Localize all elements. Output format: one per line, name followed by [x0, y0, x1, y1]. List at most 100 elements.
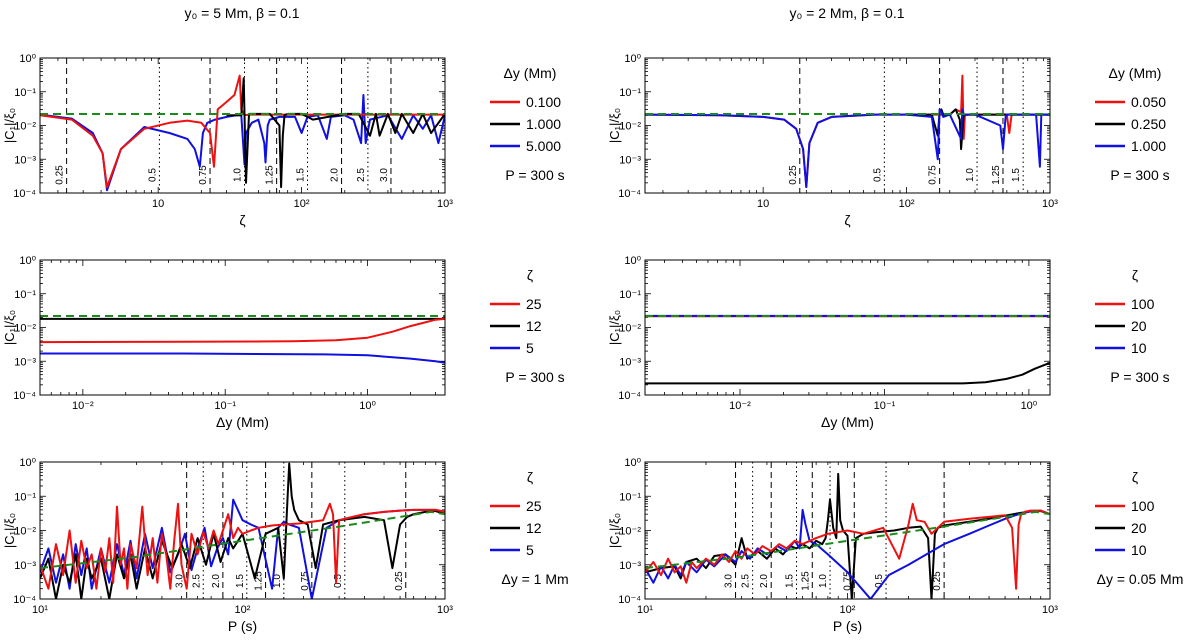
resonance-label: 1.5	[785, 574, 796, 588]
resonance-label: 1.5	[296, 168, 307, 182]
panel-right_bottom: 10⁻⁴ 10⁻³ 10⁻² 10⁻¹ 10⁰ 10¹ 10² 10³ P (s) |C₁|/ξ₀…	[607, 457, 1183, 634]
resonance-label: 1.5	[235, 574, 246, 588]
resonance-label: 0.25	[932, 571, 943, 591]
legend-entry-label: 1.000	[1131, 138, 1166, 154]
legend-note: P = 300 s	[1110, 369, 1169, 385]
legend-entry-label: 10	[1131, 542, 1147, 558]
resonance-label: 1.0	[965, 168, 976, 182]
series-blue-5.000	[40, 94, 445, 192]
y-tick-label: 10⁻⁴	[618, 188, 641, 200]
legend-entry-label: 20	[1131, 520, 1147, 536]
y-tick-label: 10⁻²	[619, 323, 641, 335]
y-axis-label: |C₁|/ξ₀	[607, 108, 622, 143]
resonance-label: 2.5	[741, 574, 752, 588]
y-tick-label: 10⁻¹	[14, 87, 36, 99]
resonance-label: 0.5	[147, 168, 158, 182]
y-tick-label: 10⁻¹	[14, 289, 36, 301]
resonance-label: 0.75	[198, 165, 209, 185]
resonance-label: 0.25	[394, 571, 405, 591]
resonance-label: 3.0	[175, 574, 186, 588]
y-tick-label: 10⁰	[624, 457, 641, 469]
series-red-25	[40, 502, 445, 590]
x-axis-label: ζ	[844, 212, 850, 228]
y-tick-label: 10⁻³	[14, 154, 36, 166]
plot-frame	[39, 57, 446, 194]
y-tick-label: 10⁻³	[14, 356, 36, 368]
right-column-title: y₀ = 2 Mm, β = 0.1	[789, 5, 904, 21]
series-red-25	[40, 317, 445, 344]
legend: ζ 25 12 5 P = 300 s	[490, 267, 565, 385]
legend: ζ 100 20 10 Δy = 0.05 Mm	[1095, 469, 1183, 587]
resonance-label: 0.75	[842, 571, 853, 591]
y-tick-label: 10⁻⁴	[13, 390, 36, 402]
y-axis-label: |C₁|/ξ₀	[607, 310, 622, 345]
y-tick-label: 10⁰	[19, 255, 36, 267]
legend-entry-label: 20	[1131, 318, 1147, 334]
legend-entry-label: 25	[526, 498, 542, 514]
resonance-label: 0.5	[333, 574, 344, 588]
series-red-100	[645, 502, 1050, 590]
y-tick-label: 10⁰	[19, 457, 36, 469]
x-tick-label: 10¹	[32, 604, 48, 616]
series-black-1.000	[226, 77, 445, 189]
legend-entry-label: 5	[526, 542, 534, 558]
x-tick-label: 10⁻²	[729, 400, 751, 412]
y-tick-label: 10⁻²	[14, 526, 36, 538]
x-tick-label: 10⁻¹	[214, 400, 236, 412]
y-tick-label: 10⁻¹	[619, 289, 641, 301]
y-tick-label: 10⁻²	[14, 323, 36, 335]
panel-left_mid: 10⁻⁴ 10⁻³ 10⁻² 10⁻¹ 10⁰ 10⁻² 10⁻¹ 10⁰ Δy (Mm) |C₁…	[2, 255, 565, 430]
legend-note: P = 300 s	[1110, 167, 1169, 183]
legend-note: P = 300 s	[505, 369, 564, 385]
legend-entry-label: 10	[1131, 340, 1147, 356]
resonance-label: 0.5	[872, 168, 883, 182]
x-tick-label: 10²	[235, 604, 251, 616]
series-blue-5	[40, 352, 445, 364]
resonance-label: 0.75	[928, 165, 939, 185]
resonance-label: 1.25	[265, 165, 276, 185]
resonance-label: 0.25	[788, 165, 799, 185]
resonance-label: 3.0	[724, 574, 735, 588]
x-tick-label: 10⁰	[359, 400, 376, 412]
y-tick-label: 10⁰	[624, 255, 641, 267]
plot-area: 0.25 0.5 0.75 1.0 1.25 1.5 2.0 2.5 3.0	[645, 462, 1050, 599]
legend-title: Δy (Mm)	[504, 65, 557, 81]
y-axis-label: |C₁|/ξ₀	[2, 108, 17, 143]
y-tick-label: 10⁰	[624, 53, 641, 65]
y-axis-label: |C₁|/ξ₀	[2, 310, 17, 345]
x-tick-label: 10²	[840, 604, 856, 616]
legend: ζ 25 12 5 Δy = 1 Mm	[490, 469, 569, 587]
resonance-label: 0.75	[300, 571, 311, 591]
legend-entry-label: 0.100	[526, 94, 561, 110]
legend: ζ 100 20 10 P = 300 s	[1095, 267, 1170, 385]
legend-title: ζ	[1132, 267, 1138, 283]
x-tick-label: 10²	[294, 198, 310, 210]
plot-frame	[644, 461, 1051, 600]
legend-entry-label: 100	[1131, 296, 1155, 312]
legend-entry-label: 0.250	[1131, 116, 1166, 132]
plot-frame	[644, 259, 1051, 396]
resonance-label: 0.5	[874, 574, 885, 588]
y-tick-label: 10⁻⁴	[618, 594, 641, 606]
legend-entry-label: 12	[526, 520, 542, 536]
x-tick-label: 10⁻¹	[874, 400, 896, 412]
legend-entry-label: 12	[526, 318, 542, 334]
legend-entry-label: 0.050	[1131, 94, 1166, 110]
x-tick-label: 10³	[1042, 604, 1058, 616]
x-tick-label: 10³	[437, 604, 453, 616]
y-tick-label: 10⁻⁴	[618, 390, 641, 402]
y-axis-label: |C₁|/ξ₀	[2, 513, 17, 548]
y-tick-label: 10⁰	[19, 53, 36, 65]
legend-title: ζ	[527, 267, 533, 283]
y-tick-label: 10⁻²	[619, 526, 641, 538]
panel-left_bottom: 10⁻⁴ 10⁻³ 10⁻² 10⁻¹ 10⁰ 10¹ 10² 10³ P (s) |C₁|/ξ₀…	[2, 457, 569, 634]
series-blue-1.000	[645, 108, 1050, 189]
legend: Δy (Mm) 0.100 1.000 5.000 P = 300 s	[490, 65, 565, 183]
x-axis-label: Δy (Mm)	[216, 414, 269, 430]
resonance-label: 3.0	[379, 168, 390, 182]
plot-frame	[39, 259, 446, 396]
legend-entry-label: 5.000	[526, 138, 561, 154]
plot-area: 0.25 0.5 0.75 1.0 1.25 1.5 2.0 2.5 3.0	[40, 58, 445, 193]
